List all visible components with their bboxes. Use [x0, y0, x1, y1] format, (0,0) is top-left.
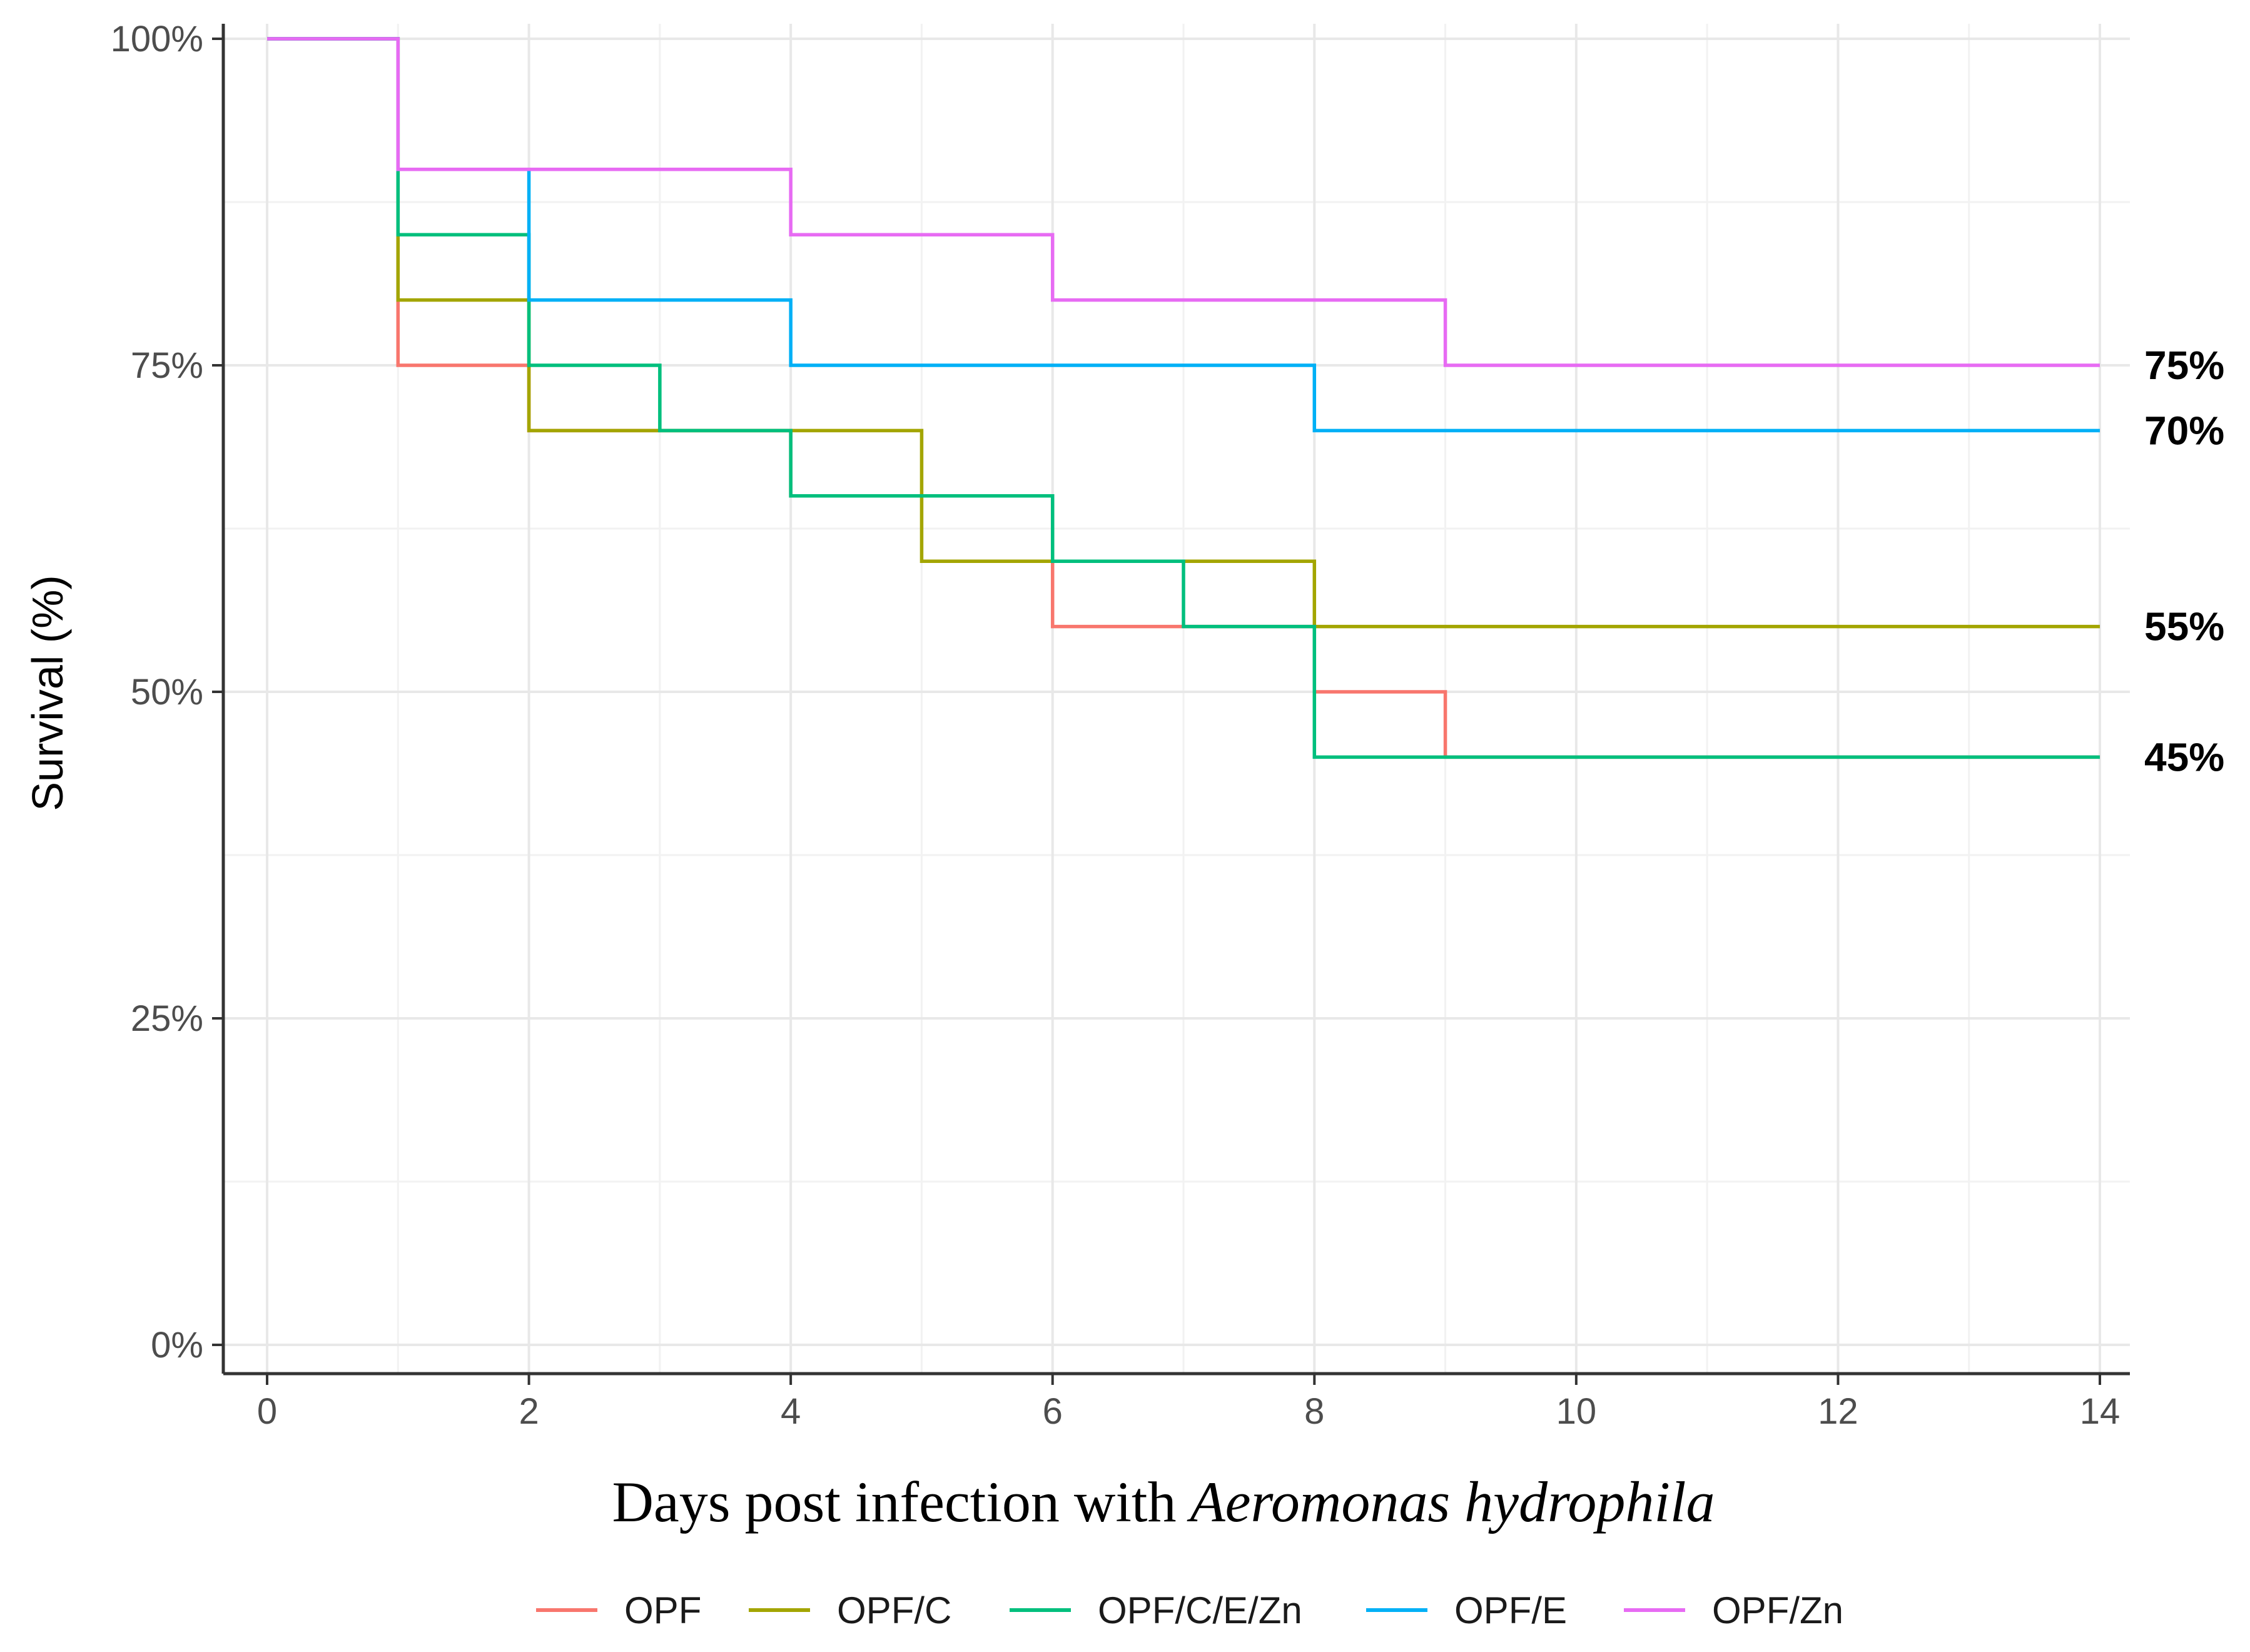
- y-tick-label: 50%: [131, 672, 203, 712]
- x-tick-label: 14: [2080, 1391, 2121, 1432]
- end-labels-layer: 75% 70% 55% 45%: [2144, 343, 2224, 779]
- y-tick-label: 0%: [151, 1325, 203, 1366]
- series-line-opf-zn: [267, 37, 2100, 367]
- x-tick-label: 0: [257, 1391, 277, 1432]
- series-line-opf-c-e-zn: [267, 37, 2100, 759]
- end-survival-label: 75%: [2144, 343, 2224, 388]
- x-tick-label: 10: [1556, 1391, 1597, 1432]
- x-axis-title: Days post infection with Aeromonas hydrop…: [612, 1470, 1715, 1534]
- y-tick-label: 75%: [131, 345, 203, 386]
- legend: OPF OPF/C OPF/C/E/Zn OPF/E OPF/Zn: [536, 1589, 1843, 1631]
- end-survival-label: 55%: [2144, 604, 2224, 649]
- x-tick-label: 6: [1043, 1391, 1063, 1432]
- x-tick-label: 4: [781, 1391, 801, 1432]
- axis-layer: [221, 24, 2130, 1376]
- x-tick-label: 2: [519, 1391, 539, 1432]
- y-tick-label: 100%: [111, 19, 203, 59]
- legend-label-opf-c-e-zn: OPF/C/E/Zn: [1098, 1589, 1302, 1631]
- y-tick-label: 25%: [131, 998, 203, 1039]
- end-survival-label: 70%: [2144, 408, 2224, 453]
- grid-layer: [223, 24, 2130, 1374]
- legend-label-opf: OPF: [624, 1589, 701, 1631]
- end-survival-label: 45%: [2144, 734, 2224, 779]
- y-axis-title: Survival (%): [23, 575, 72, 811]
- x-tick-label: 8: [1304, 1391, 1324, 1432]
- legend-label-opf-e: OPF/E: [1454, 1589, 1567, 1631]
- legend-label-opf-c: OPF/C: [837, 1589, 951, 1631]
- x-axis-title-species: Aeromonas hydrophila: [1186, 1470, 1715, 1534]
- x-axis-title-main: Days post infection with: [612, 1470, 1176, 1534]
- series-layer: [267, 37, 2100, 759]
- legend-label-opf-zn: OPF/Zn: [1712, 1589, 1843, 1631]
- ticks-layer: 0 2 4 6 8 10 12 14 0% 25% 50% 75% 100%: [111, 19, 2121, 1432]
- x-tick-label: 12: [1818, 1391, 1858, 1432]
